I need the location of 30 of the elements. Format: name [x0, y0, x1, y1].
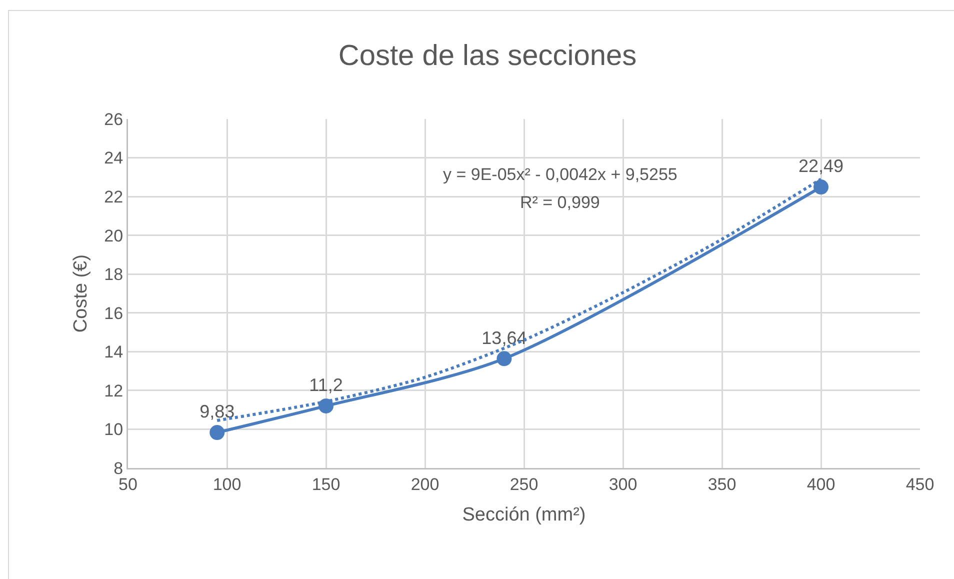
x-tick-label: 400: [806, 474, 836, 494]
point: [318, 398, 334, 414]
point: [814, 180, 828, 195]
x-tick-label: 250: [510, 474, 538, 494]
y-tick-label: 26: [104, 110, 124, 129]
annotation: y = 9E-05x² - 0,0042x + 9,5255: [443, 165, 678, 184]
y-axis-title: Coste (€): [70, 254, 92, 333]
x-tick-label: 150: [312, 474, 340, 494]
data-label: 9,83: [200, 402, 235, 422]
x-tick-label: 200: [410, 474, 440, 494]
x-axis-title: Sección (mm²): [462, 504, 586, 526]
y-tick-label: 10: [104, 420, 124, 440]
data-label: 22,49: [798, 156, 844, 176]
data-label: 13,64: [482, 328, 527, 348]
y-tick-label: 12: [104, 381, 124, 400]
y-tick-label: 22: [104, 188, 124, 207]
y-tick-label: 14: [104, 342, 124, 362]
y-tick-label: 24: [104, 148, 124, 168]
x-tick-label: 100: [212, 474, 242, 494]
annotation: R² = 0,999: [520, 193, 600, 212]
x-tick-label: 450: [906, 474, 934, 494]
point: [210, 425, 225, 440]
y-tick-label: 16: [104, 304, 124, 323]
y-tick-label: 20: [104, 226, 124, 246]
x-tick-label: 300: [608, 474, 638, 494]
x-tick-label: 350: [708, 474, 736, 494]
data-label: 11,2: [309, 375, 343, 396]
point: [496, 351, 512, 366]
y-tick-label: 18: [104, 265, 124, 284]
chart-title: Coste de las secciones: [338, 40, 637, 72]
